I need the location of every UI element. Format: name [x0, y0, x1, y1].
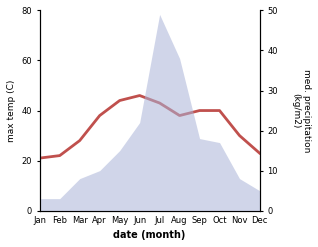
X-axis label: date (month): date (month) — [114, 230, 186, 240]
Y-axis label: max temp (C): max temp (C) — [7, 79, 16, 142]
Y-axis label: med. precipitation
(kg/m2): med. precipitation (kg/m2) — [292, 69, 311, 152]
